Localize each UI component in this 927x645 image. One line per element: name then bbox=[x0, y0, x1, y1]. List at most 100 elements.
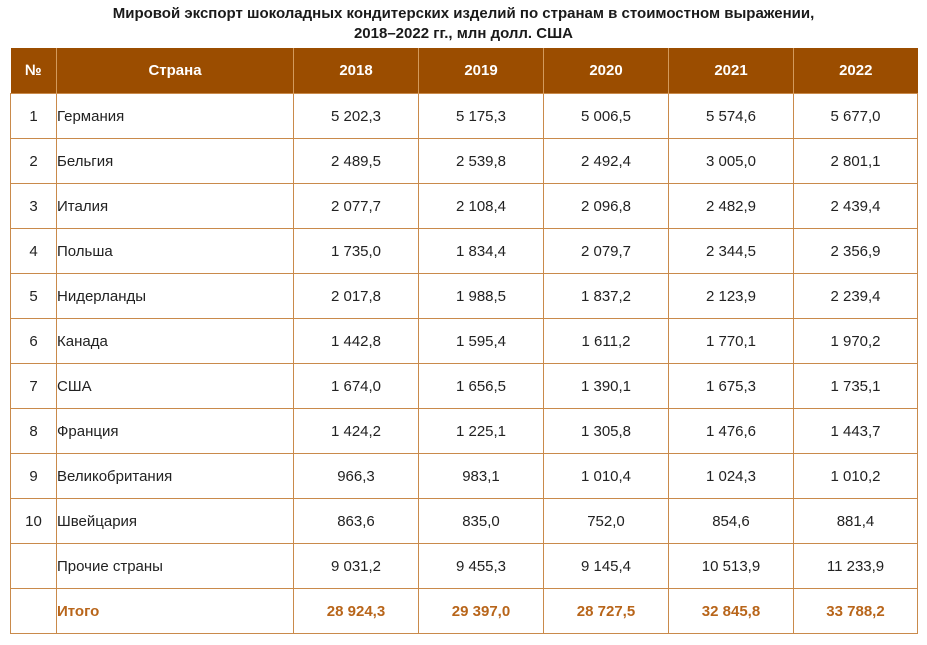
total-2019: 29 397,0 bbox=[418, 588, 544, 634]
value-2022: 2 439,4 bbox=[793, 183, 918, 229]
value-2018: 9 031,2 bbox=[293, 543, 419, 589]
table-row: Прочие страны 9 031,2 9 455,3 9 145,4 10 513… bbox=[10, 543, 918, 589]
value-2019: 2 539,8 bbox=[418, 138, 544, 184]
export-table: № Страна 2018 2019 2020 2021 2022 1 Герма… bbox=[10, 48, 918, 634]
value-2019: 1 988,5 bbox=[418, 273, 544, 319]
country-cell: США bbox=[56, 363, 294, 409]
table-row: 2 Бельгия 2 489,5 2 539,8 2 492,4 3 005,0 2 80… bbox=[10, 138, 918, 184]
row-number: 9 bbox=[10, 453, 57, 499]
table-title: Мировой экспорт шоколадных кондитерских … bbox=[0, 4, 927, 44]
table-row: 10 Швейцария 863,6 835,0 752,0 854,6 881,4 bbox=[10, 498, 918, 544]
value-2018: 5 202,3 bbox=[293, 93, 419, 139]
value-2021: 1 476,6 bbox=[668, 408, 794, 454]
value-2021: 2 344,5 bbox=[668, 228, 794, 274]
value-2019: 1 225,1 bbox=[418, 408, 544, 454]
row-number: 8 bbox=[10, 408, 57, 454]
header-num: № bbox=[10, 48, 57, 94]
country-cell: Нидерланды bbox=[56, 273, 294, 319]
value-2018: 863,6 bbox=[293, 498, 419, 544]
value-2018: 966,3 bbox=[293, 453, 419, 499]
value-2018: 2 017,8 bbox=[293, 273, 419, 319]
row-number: 7 bbox=[10, 363, 57, 409]
table-row: 4 Польша 1 735,0 1 834,4 2 079,7 2 344,5 2 356… bbox=[10, 228, 918, 274]
value-2021: 2 482,9 bbox=[668, 183, 794, 229]
country-cell: Канада bbox=[56, 318, 294, 364]
value-2022: 1 443,7 bbox=[793, 408, 918, 454]
header-country: Страна bbox=[56, 48, 294, 94]
value-2018: 1 674,0 bbox=[293, 363, 419, 409]
row-number bbox=[10, 543, 57, 589]
value-2020: 1 611,2 bbox=[543, 318, 669, 364]
value-2022: 881,4 bbox=[793, 498, 918, 544]
table-row: 5 Нидерланды 2 017,8 1 988,5 1 837,2 2 123,9 2… bbox=[10, 273, 918, 319]
header-2019: 2019 bbox=[418, 48, 544, 94]
value-2020: 2 079,7 bbox=[543, 228, 669, 274]
value-2021: 1 024,3 bbox=[668, 453, 794, 499]
value-2019: 835,0 bbox=[418, 498, 544, 544]
table-row: 8 Франция 1 424,2 1 225,1 1 305,8 1 476,6 1 44… bbox=[10, 408, 918, 454]
value-2020: 1 305,8 bbox=[543, 408, 669, 454]
value-2021: 1 770,1 bbox=[668, 318, 794, 364]
country-cell: Швейцария bbox=[56, 498, 294, 544]
value-2019: 1 656,5 bbox=[418, 363, 544, 409]
total-num-empty bbox=[10, 588, 57, 634]
value-2020: 752,0 bbox=[543, 498, 669, 544]
header-2022: 2022 bbox=[793, 48, 918, 94]
table-row: 1 Германия 5 202,3 5 175,3 5 006,5 5 574,6 5 6… bbox=[10, 93, 918, 139]
value-2022: 1 010,2 bbox=[793, 453, 918, 499]
header-row: № Страна 2018 2019 2020 2021 2022 bbox=[10, 48, 918, 94]
value-2021: 5 574,6 bbox=[668, 93, 794, 139]
value-2019: 9 455,3 bbox=[418, 543, 544, 589]
country-cell: Франция bbox=[56, 408, 294, 454]
value-2021: 1 675,3 bbox=[668, 363, 794, 409]
table-body: 1 Германия 5 202,3 5 175,3 5 006,5 5 574,6 5 6… bbox=[10, 93, 918, 634]
value-2022: 1 970,2 bbox=[793, 318, 918, 364]
country-cell: Польша bbox=[56, 228, 294, 274]
table-row: 3 Италия 2 077,7 2 108,4 2 096,8 2 482,9 2 439… bbox=[10, 183, 918, 229]
value-2021: 10 513,9 bbox=[668, 543, 794, 589]
total-2021: 32 845,8 bbox=[668, 588, 794, 634]
total-2022: 33 788,2 bbox=[793, 588, 918, 634]
table-row: 9 Великобритания 966,3 983,1 1 010,4 1 024,3 1… bbox=[10, 453, 918, 499]
value-2018: 2 489,5 bbox=[293, 138, 419, 184]
value-2019: 1 595,4 bbox=[418, 318, 544, 364]
value-2018: 1 424,2 bbox=[293, 408, 419, 454]
country-cell: Бельгия bbox=[56, 138, 294, 184]
total-row: Итого 28 924,3 29 397,0 28 727,5 32 845,8 33 … bbox=[10, 588, 918, 634]
row-number: 5 bbox=[10, 273, 57, 319]
value-2020: 1 010,4 bbox=[543, 453, 669, 499]
value-2018: 1 442,8 bbox=[293, 318, 419, 364]
value-2021: 854,6 bbox=[668, 498, 794, 544]
total-2020: 28 727,5 bbox=[543, 588, 669, 634]
row-number: 2 bbox=[10, 138, 57, 184]
value-2022: 2 239,4 bbox=[793, 273, 918, 319]
value-2019: 983,1 bbox=[418, 453, 544, 499]
country-cell: Германия bbox=[56, 93, 294, 139]
value-2020: 9 145,4 bbox=[543, 543, 669, 589]
value-2022: 1 735,1 bbox=[793, 363, 918, 409]
row-number: 1 bbox=[10, 93, 57, 139]
value-2019: 2 108,4 bbox=[418, 183, 544, 229]
value-2022: 2 356,9 bbox=[793, 228, 918, 274]
value-2019: 1 834,4 bbox=[418, 228, 544, 274]
value-2018: 1 735,0 bbox=[293, 228, 419, 274]
value-2021: 3 005,0 bbox=[668, 138, 794, 184]
country-cell: Прочие страны bbox=[56, 543, 294, 589]
value-2018: 2 077,7 bbox=[293, 183, 419, 229]
header-2021: 2021 bbox=[668, 48, 794, 94]
title-line-2: 2018–2022 гг., млн долл. США bbox=[353, 25, 574, 42]
value-2021: 2 123,9 bbox=[668, 273, 794, 319]
total-2018: 28 924,3 bbox=[293, 588, 419, 634]
row-number: 6 bbox=[10, 318, 57, 364]
value-2019: 5 175,3 bbox=[418, 93, 544, 139]
value-2022: 5 677,0 bbox=[793, 93, 918, 139]
row-number: 10 bbox=[10, 498, 57, 544]
value-2020: 2 492,4 bbox=[543, 138, 669, 184]
value-2020: 1 390,1 bbox=[543, 363, 669, 409]
value-2022: 11 233,9 bbox=[793, 543, 918, 589]
row-number: 3 bbox=[10, 183, 57, 229]
value-2020: 1 837,2 bbox=[543, 273, 669, 319]
table-row: 7 США 1 674,0 1 656,5 1 390,1 1 675,3 1 735,1 bbox=[10, 363, 918, 409]
header-2020: 2020 bbox=[543, 48, 669, 94]
header-2018: 2018 bbox=[293, 48, 419, 94]
